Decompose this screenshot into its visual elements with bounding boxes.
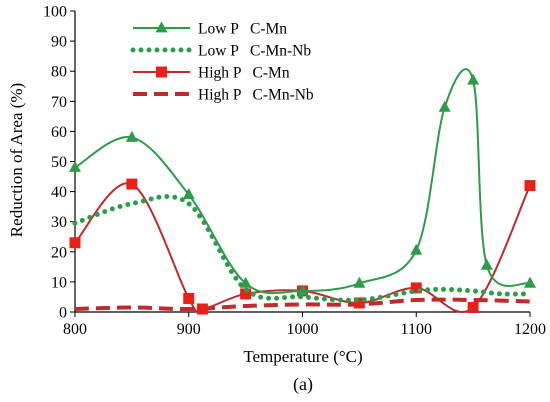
x-tick-label: 1100 xyxy=(401,321,432,338)
legend-label: High P C-Mn-Nb xyxy=(198,87,314,104)
legend-item-low-p-c-mn: Low P C-Mn xyxy=(133,21,287,38)
series-low-p-c-mn xyxy=(69,68,536,296)
data-point xyxy=(467,301,479,313)
data-point xyxy=(126,178,138,190)
x-tick-label: 800 xyxy=(63,321,87,338)
data-point xyxy=(353,297,365,309)
data-point xyxy=(438,100,451,112)
legend-item-high-p-c-mn: High P C-Mn xyxy=(133,65,290,82)
legend-label: Low P C-Mn-Nb xyxy=(198,43,311,60)
y-tick-label: 40 xyxy=(51,184,67,201)
y-tick-label: 30 xyxy=(51,214,67,231)
y-tick-label: 0 xyxy=(59,305,67,322)
legend-item-high-p-c-mn-nb: High P C-Mn-Nb xyxy=(133,87,314,104)
data-point xyxy=(182,188,195,200)
data-point xyxy=(183,292,195,304)
y-axis-title: Reduction of Area (%) xyxy=(7,83,26,237)
x-axis-title: Temperature (°C) xyxy=(243,347,362,366)
y-tick-label: 60 xyxy=(51,124,67,141)
data-point xyxy=(524,276,536,288)
series-line xyxy=(74,297,531,311)
data-point xyxy=(296,284,309,296)
data-point xyxy=(524,180,536,192)
data-point xyxy=(69,237,81,249)
y-tick-label: 50 xyxy=(51,154,67,171)
y-tick-label: 80 xyxy=(51,64,67,81)
legend: Low P C-Mn Low P C-Mn-Nb High P C-Mn High P… xyxy=(130,21,314,104)
series-line xyxy=(74,68,531,295)
series-line xyxy=(74,182,531,314)
figure-caption: (a) xyxy=(293,374,313,395)
legend-label: Low P C-Mn xyxy=(198,21,287,38)
y-tick-label: 100 xyxy=(43,4,67,21)
data-point xyxy=(480,258,493,270)
y-tick-label: 20 xyxy=(51,244,67,261)
legend-marker xyxy=(155,21,168,33)
data-point xyxy=(69,160,81,172)
data-point xyxy=(240,288,252,300)
series-layer xyxy=(69,68,536,315)
series-high-p-c-mn-nb xyxy=(74,297,531,311)
legend-label: High P C-Mn xyxy=(198,65,290,82)
data-point xyxy=(410,243,423,255)
series-low-p-c-mn-nb xyxy=(72,194,533,303)
data-point xyxy=(239,276,252,288)
legend-item-low-p-c-mn-nb: Low P C-Mn-Nb xyxy=(130,43,311,60)
y-tick-label: 90 xyxy=(51,34,67,51)
x-tick-label: 1000 xyxy=(287,321,319,338)
axes: 0 10 20 30 40 50 60 70 80 90 100 800 900 1000 1100 1200 xyxy=(43,4,546,339)
legend-marker xyxy=(156,66,167,78)
data-point xyxy=(410,282,422,294)
y-tick-label: 10 xyxy=(51,274,67,291)
x-tick-label: 1200 xyxy=(514,321,546,338)
series-line xyxy=(72,194,533,303)
data-point xyxy=(196,303,208,315)
series-high-p-c-mn xyxy=(69,178,536,315)
y-tick-label: 70 xyxy=(51,94,67,111)
data-point xyxy=(467,73,480,85)
data-point xyxy=(125,130,138,142)
data-point xyxy=(353,276,366,288)
x-tick-label: 900 xyxy=(177,321,201,338)
